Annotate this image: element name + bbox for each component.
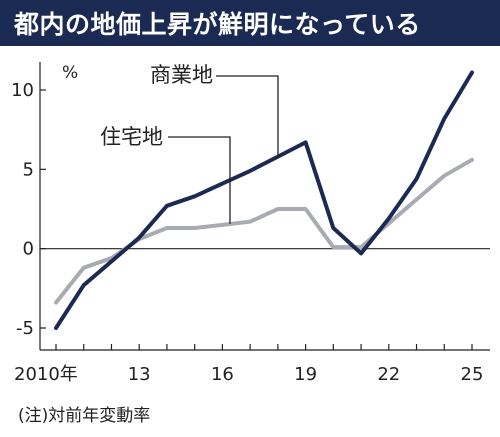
y-tick-label: 0 <box>23 239 34 260</box>
series-leader-line <box>216 75 279 157</box>
series-label: 住宅地 <box>100 125 163 149</box>
x-tick-label: 19 <box>294 364 317 385</box>
x-tick-label: 13 <box>128 364 151 385</box>
y-tick-label: -5 <box>16 318 34 339</box>
y-axis-unit: % <box>62 63 78 83</box>
x-tick-label: 2010年 <box>14 364 78 385</box>
series-label: 商業地 <box>150 63 213 87</box>
x-tick-label: 25 <box>461 364 484 385</box>
chart-title: 都内の地価上昇が鮮明になっている <box>0 0 500 46</box>
series-line-residential <box>54 157 474 305</box>
x-tick-label: 22 <box>377 364 400 385</box>
chart-note: (注)対前年変動率 <box>18 406 151 426</box>
series-line-commercial <box>54 70 474 330</box>
y-tick-label: 5 <box>23 159 34 180</box>
series-leader-line <box>168 136 231 224</box>
x-tick-label: 16 <box>211 364 234 385</box>
y-tick-label: 10 <box>11 80 34 101</box>
